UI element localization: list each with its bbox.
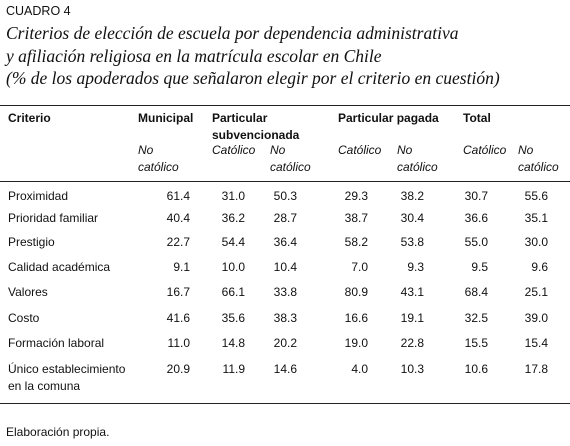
row-label: Prestigio: [8, 235, 55, 249]
cell-value: 17.8: [524, 362, 548, 376]
cell-value: 25.1: [524, 285, 548, 299]
cell-value: 31.0: [221, 189, 245, 203]
cell-value: 9.1: [173, 260, 190, 274]
cell-value: 30.4: [400, 211, 424, 225]
cell-value: 58.2: [344, 235, 368, 249]
cell-value: 38.2: [400, 189, 424, 203]
cell-value: 50.3: [273, 189, 297, 203]
row-label: Calidad académica: [8, 260, 111, 274]
bottom-rule: [0, 403, 570, 404]
column-subheader: No católico: [138, 143, 179, 174]
cell-value: 28.7: [273, 211, 297, 225]
cell-value: 35.1: [524, 211, 548, 225]
cell-value: 32.5: [464, 311, 488, 325]
cell-value: 16.6: [344, 311, 368, 325]
cell-value: 36.2: [221, 211, 245, 225]
cell-value: 29.3: [344, 189, 368, 203]
cell-value: 68.4: [464, 285, 488, 299]
title-line: y afiliación religiosa en la matrícula e…: [6, 45, 382, 66]
cell-value: 19.0: [344, 336, 368, 350]
column-subheader: No católico: [518, 143, 559, 174]
cell-value: 9.5: [471, 260, 488, 274]
cell-value: 20.2: [273, 336, 297, 350]
row-label: Único establecimiento en la comuna: [8, 362, 126, 393]
column-subheader: No católico: [270, 143, 311, 174]
top-rule: [0, 105, 570, 106]
cell-value: 4.0: [351, 362, 368, 376]
column-subheader: Católico: [212, 143, 256, 157]
cell-value: 10.4: [273, 260, 297, 274]
cell-value: 10.0: [221, 260, 245, 274]
column-subheader: No católico: [397, 143, 438, 174]
header-rule: [0, 181, 570, 182]
cell-value: 15.4: [524, 336, 548, 350]
cell-value: 53.8: [400, 235, 424, 249]
cell-value: 80.9: [344, 285, 368, 299]
cell-value: 14.8: [221, 336, 245, 350]
row-label: Valores: [8, 285, 48, 299]
column-header: Criterio: [8, 111, 51, 125]
table-label: CUADRO 4: [6, 4, 71, 18]
column-header: Total: [463, 111, 491, 125]
cell-value: 66.1: [221, 285, 245, 299]
cell-value: 35.6: [221, 311, 245, 325]
row-label: Formación laboral: [8, 336, 105, 350]
cell-value: 36.4: [273, 235, 297, 249]
row-label: Proximidad: [8, 189, 69, 203]
title-line: (% de los apoderados que señalaron elegi…: [6, 68, 500, 88]
column-header: Particular subvencionada: [212, 111, 300, 142]
cell-value: 9.3: [407, 260, 424, 274]
cell-value: 30.7: [464, 189, 488, 203]
cell-value: 55.6: [524, 189, 548, 203]
column-header: Particular pagada: [338, 111, 439, 125]
column-subheader: Católico: [338, 143, 382, 157]
cell-value: 10.3: [400, 362, 424, 376]
cell-value: 22.8: [400, 336, 424, 350]
row-label: Prioridad familiar: [8, 211, 99, 225]
cell-value: 61.4: [166, 189, 190, 203]
cell-value: 39.0: [524, 311, 548, 325]
cell-value: 36.6: [464, 211, 488, 225]
cell-value: 55.0: [464, 235, 488, 249]
cell-value: 43.1: [400, 285, 424, 299]
column-header: Municipal: [138, 111, 194, 125]
footer: Elaboración propia.: [6, 425, 110, 439]
cell-value: 38.7: [344, 211, 368, 225]
cell-value: 41.6: [166, 311, 190, 325]
title-line: Criterios de elección de escuela por dep…: [6, 23, 459, 43]
cell-value: 19.1: [400, 311, 424, 325]
column-subheader: Católico: [463, 143, 507, 157]
row-label: Costo: [8, 311, 40, 325]
cell-value: 15.5: [464, 336, 488, 350]
cell-value: 54.4: [221, 235, 245, 249]
cell-value: 33.8: [273, 285, 297, 299]
cell-value: 38.3: [273, 311, 297, 325]
cell-value: 22.7: [166, 235, 190, 249]
cell-value: 10.6: [464, 362, 488, 376]
cell-value: 11.0: [167, 336, 190, 350]
cell-value: 11.9: [222, 362, 245, 376]
cell-value: 7.0: [351, 260, 368, 274]
cell-value: 14.6: [273, 362, 297, 376]
cell-value: 16.7: [166, 285, 190, 299]
cell-value: 9.6: [531, 260, 548, 274]
cell-value: 40.4: [166, 211, 190, 225]
cell-value: 30.0: [524, 235, 548, 249]
cell-value: 20.9: [166, 362, 190, 376]
